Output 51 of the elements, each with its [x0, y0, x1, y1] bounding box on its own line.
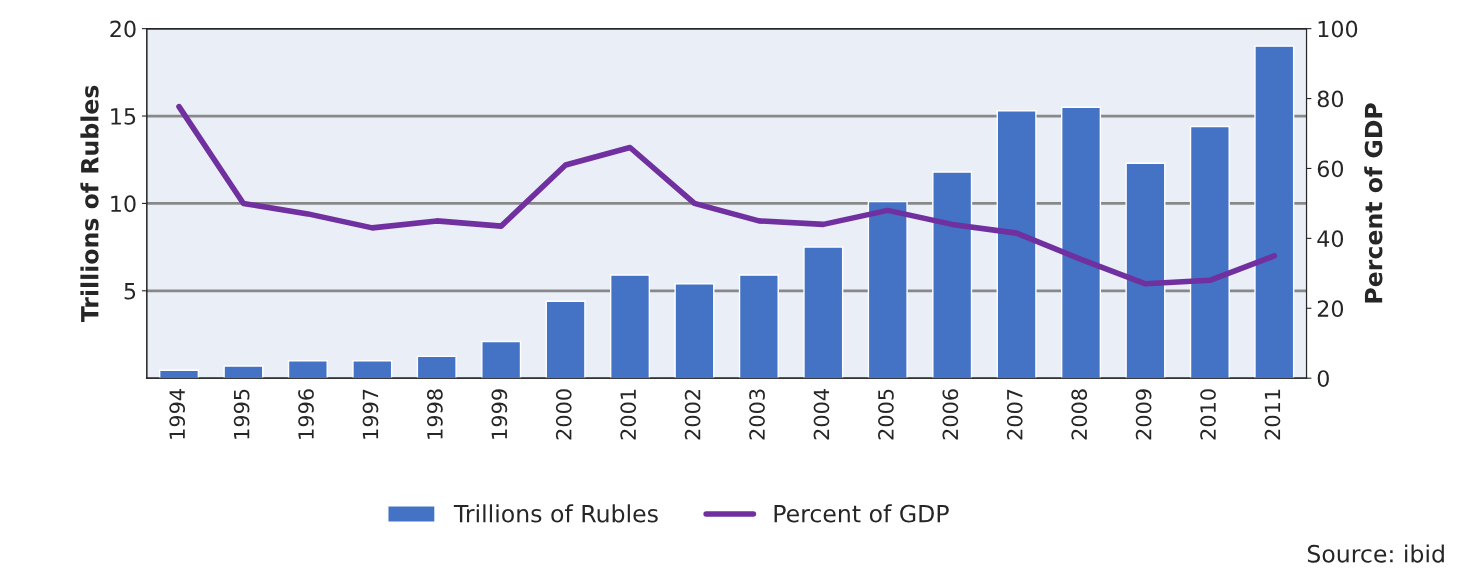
x-tick-label: 2010: [1200, 389, 1216, 440]
x-tick-label: 2006: [942, 389, 959, 440]
x-tick-label: 2001: [620, 389, 637, 440]
y-axis-title: Trillions of Rubles: [80, 85, 99, 323]
x-tick-label: 1995: [233, 389, 250, 439]
source-note: Source: ibid: [1307, 544, 1444, 563]
y2-axis-title: Percent of GDP: [1364, 103, 1383, 303]
bar: [932, 171, 973, 379]
y2-tick-label: 40: [1317, 230, 1344, 248]
bar: [158, 369, 200, 379]
x-tick-label: 2000: [555, 389, 572, 440]
y-tick-label: 5: [124, 283, 136, 300]
x-tick-label: 2011: [1264, 389, 1281, 440]
y2-tick-label: 20: [1317, 300, 1344, 318]
x-tick-label: 2008: [1071, 389, 1088, 440]
y2-tick-label: 0: [1317, 370, 1329, 387]
x-tick-label: 2005: [878, 389, 894, 440]
x-tick-label: 1994: [169, 389, 186, 439]
y2-tick-label: 60: [1317, 160, 1344, 178]
x-tick-label: 1996: [298, 389, 314, 439]
x-tick-label: 2002: [684, 389, 701, 440]
y-tick-label: 15: [111, 108, 136, 125]
bar: [996, 110, 1037, 379]
y-tick-label: 20: [110, 20, 136, 38]
bar: [223, 365, 264, 379]
bar: [352, 360, 393, 379]
bar: [1254, 45, 1295, 379]
bar: [1189, 125, 1230, 379]
x-tick-label: 2004: [813, 389, 830, 440]
x-tick-label: 2007: [1006, 389, 1023, 440]
bar: [738, 274, 779, 379]
y2-tick-label: 80: [1317, 90, 1344, 108]
bar: [545, 300, 586, 379]
x-tick-label: 1998: [427, 389, 443, 439]
legend-label: Percent of GDP: [774, 504, 949, 523]
legend-label: Trillions of Rubles: [453, 504, 658, 523]
x-tick-label: 2009: [1135, 389, 1152, 440]
bar: [416, 355, 457, 379]
bar: [1125, 162, 1166, 379]
bar: [674, 283, 715, 379]
x-tick-label: 1999: [491, 389, 508, 439]
y-tick-label: 10: [111, 195, 136, 213]
x-tick-label: 2003: [749, 389, 765, 440]
bar: [609, 274, 651, 379]
bar: [481, 340, 522, 379]
y2-tick-label: 100: [1318, 20, 1358, 38]
bar: [1060, 106, 1102, 379]
bar: [867, 200, 908, 379]
x-tick-label: 1997: [362, 389, 379, 439]
bar: [803, 246, 844, 379]
bar: [287, 360, 328, 379]
